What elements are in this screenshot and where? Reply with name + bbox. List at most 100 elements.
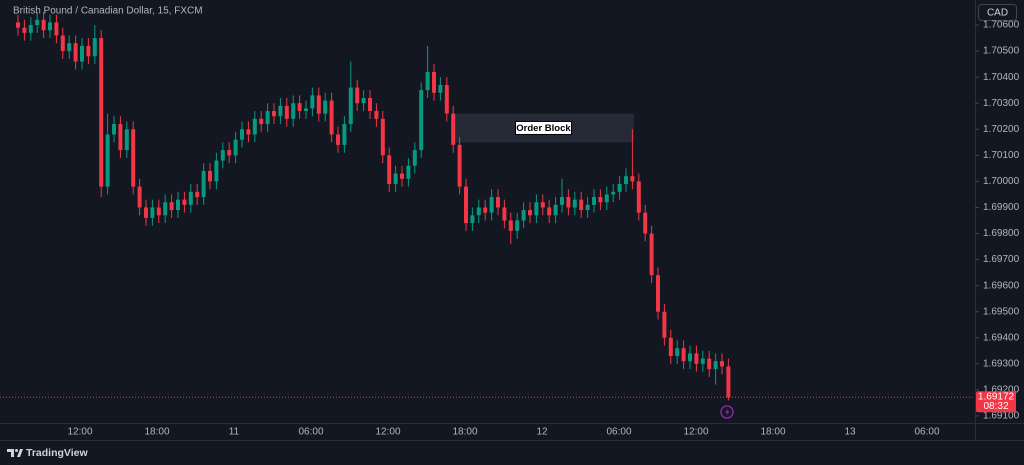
candle-body — [28, 25, 33, 33]
candle-body — [195, 191, 200, 198]
candle-body — [508, 220, 513, 231]
candle-body — [496, 197, 500, 208]
candle-body — [348, 87, 353, 125]
candle-body — [412, 150, 417, 166]
candle-body — [329, 100, 334, 135]
logo-glyph — [7, 449, 14, 457]
y-tick-label: 1.69700 — [983, 254, 1020, 265]
candle-body — [668, 337, 673, 357]
order-block-label-box — [515, 120, 572, 135]
candle-body — [86, 45, 91, 57]
candle-body — [604, 194, 609, 203]
candle-body — [169, 202, 174, 211]
candle-body — [406, 165, 411, 179]
candle-body — [636, 181, 641, 213]
candle-body — [630, 176, 635, 182]
candle-body — [163, 202, 168, 216]
candle-body — [617, 184, 622, 192]
candle-body — [124, 129, 129, 151]
y-tick-label: 1.69900 — [983, 202, 1020, 213]
candle-body — [188, 191, 193, 205]
candle-body — [598, 197, 603, 203]
candle-body — [540, 202, 545, 208]
x-tick-label: 12:00 — [375, 427, 400, 438]
y-tick-label: 1.70100 — [983, 150, 1020, 161]
candle-body — [476, 207, 481, 216]
last-price-box — [976, 391, 1016, 413]
candle-body — [643, 212, 648, 234]
candle-body — [579, 199, 584, 211]
x-tick-label: 06:00 — [606, 427, 631, 438]
candle-body — [176, 199, 180, 211]
candle-body — [112, 124, 116, 135]
candle-body — [483, 207, 488, 213]
candle-body — [54, 22, 59, 36]
candle-body — [118, 124, 123, 151]
candle-body — [694, 353, 699, 364]
candle-body — [368, 97, 372, 112]
candle-body — [41, 19, 46, 31]
candle-body — [272, 111, 276, 117]
candle-body — [80, 45, 84, 62]
candle-body — [297, 103, 302, 112]
candle-body — [323, 100, 328, 114]
x-tick-label: 06:00 — [914, 427, 939, 438]
candle-body — [592, 197, 596, 205]
candle-body — [649, 233, 654, 276]
currency-button[interactable] — [978, 4, 1017, 21]
candle-body — [316, 95, 321, 114]
candle-body — [380, 118, 385, 156]
candle-body — [547, 207, 552, 216]
candle-body — [464, 186, 468, 224]
x-tick-label: 12:00 — [67, 427, 92, 438]
candle-body — [611, 191, 616, 195]
y-tick-label: 1.69800 — [983, 228, 1020, 239]
candle-body — [457, 144, 462, 187]
y-tick-label: 1.70300 — [983, 98, 1020, 109]
candle-body — [150, 207, 155, 218]
y-tick-label: 1.69400 — [983, 332, 1020, 343]
candle-body — [572, 199, 577, 208]
y-tick-label: 1.70200 — [983, 124, 1020, 135]
candle-body — [252, 118, 257, 135]
candle-body — [720, 361, 724, 367]
candle-body — [201, 170, 206, 198]
candle-body — [278, 105, 283, 117]
candle-body — [374, 111, 379, 119]
y-tick-label: 1.69600 — [983, 280, 1020, 291]
candle-body — [240, 129, 244, 140]
candle-body — [214, 160, 219, 182]
candle-body — [553, 204, 558, 216]
candle-body — [361, 97, 366, 104]
x-tick-label: 12 — [536, 427, 548, 438]
candle-body — [73, 43, 78, 62]
candle-body — [227, 150, 232, 156]
currency-label[interactable]: CAD — [987, 8, 1008, 19]
candle-body — [700, 358, 705, 364]
candle-body — [502, 207, 507, 221]
chart-title: British Pound / Canadian Dollar, 15, FXC… — [13, 6, 203, 17]
candle-body — [336, 134, 340, 145]
candle-body — [688, 353, 692, 362]
x-tick-label: 12:00 — [683, 427, 708, 438]
candle-body — [438, 84, 443, 93]
candle-body — [489, 197, 494, 213]
candle-body — [515, 220, 520, 231]
y-tick-label: 1.69300 — [983, 358, 1020, 369]
logo-dot — [15, 449, 18, 452]
candle-body — [675, 348, 680, 357]
x-tick-label: 11 — [229, 427, 240, 438]
y-tick-label: 1.70600 — [983, 20, 1020, 31]
candle-body — [387, 155, 392, 185]
logo-glyph — [17, 449, 23, 457]
plot-area: Order Block — [16, 11, 731, 401]
candle-body — [16, 22, 20, 28]
candle-body — [99, 38, 104, 187]
candle-body — [137, 186, 142, 208]
candle-body — [355, 87, 360, 104]
candle-body — [393, 173, 398, 185]
event-icon[interactable] — [720, 405, 734, 419]
brand-name: TradingView — [26, 447, 88, 459]
